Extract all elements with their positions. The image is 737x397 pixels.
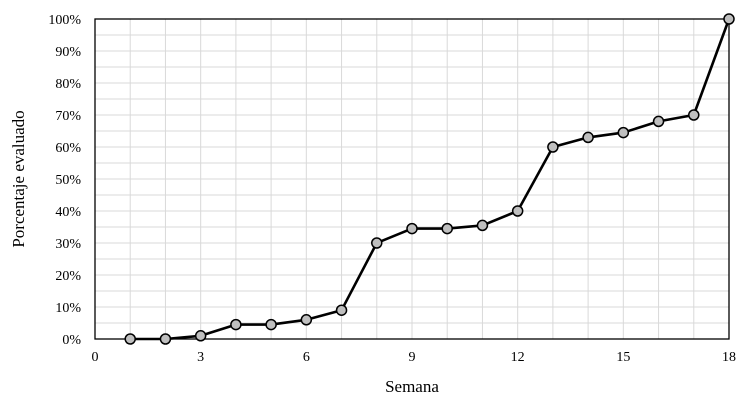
y-tick-label: 20% — [55, 269, 81, 284]
data-point — [335, 304, 348, 316]
y-tick-label: 80% — [55, 77, 81, 92]
data-point — [547, 141, 559, 153]
x-axis-title: Semana — [385, 377, 439, 396]
data-point — [723, 13, 735, 25]
data-point — [159, 333, 172, 345]
x-tick-label: 15 — [616, 350, 630, 365]
x-tick-label: 6 — [303, 350, 310, 365]
data-point — [617, 126, 630, 139]
grid-lines — [95, 19, 729, 339]
x-tick-label: 9 — [409, 350, 416, 365]
series-line — [130, 18, 731, 341]
x-tick-label: 0 — [92, 350, 99, 365]
data-point — [194, 330, 207, 342]
data-point — [688, 109, 700, 121]
series-group — [124, 13, 735, 345]
y-axis-title: Porcentaje evaluado — [9, 110, 28, 247]
y-tick-label: 100% — [48, 13, 81, 28]
data-point — [582, 131, 594, 144]
data-point — [265, 318, 277, 331]
data-point — [124, 333, 136, 345]
y-axis-ticks: 0% 10% 20% 30% 40% 50% 60% 70% 80% 90% 100% — [48, 13, 81, 348]
data-point — [511, 205, 524, 217]
x-axis-ticks: 0 3 6 9 12 15 18 — [92, 350, 737, 365]
data-point — [230, 318, 242, 331]
x-tick-label: 18 — [722, 350, 736, 365]
data-point — [652, 115, 665, 128]
y-tick-label: 30% — [55, 237, 81, 252]
y-tick-label: 70% — [55, 109, 81, 124]
data-point — [441, 222, 453, 235]
y-tick-label: 10% — [55, 301, 81, 316]
y-tick-label: 50% — [55, 173, 81, 188]
y-tick-label: 40% — [55, 205, 81, 220]
x-tick-label: 12 — [511, 350, 525, 365]
plot-area-border — [94, 18, 730, 340]
y-tick-label: 60% — [55, 141, 81, 156]
data-point — [406, 222, 418, 235]
y-tick-label: 0% — [62, 333, 81, 348]
x-tick-label: 3 — [197, 350, 204, 365]
y-tick-label: 90% — [55, 45, 81, 60]
data-point — [371, 237, 383, 249]
data-point — [476, 219, 489, 232]
data-point — [300, 314, 313, 326]
